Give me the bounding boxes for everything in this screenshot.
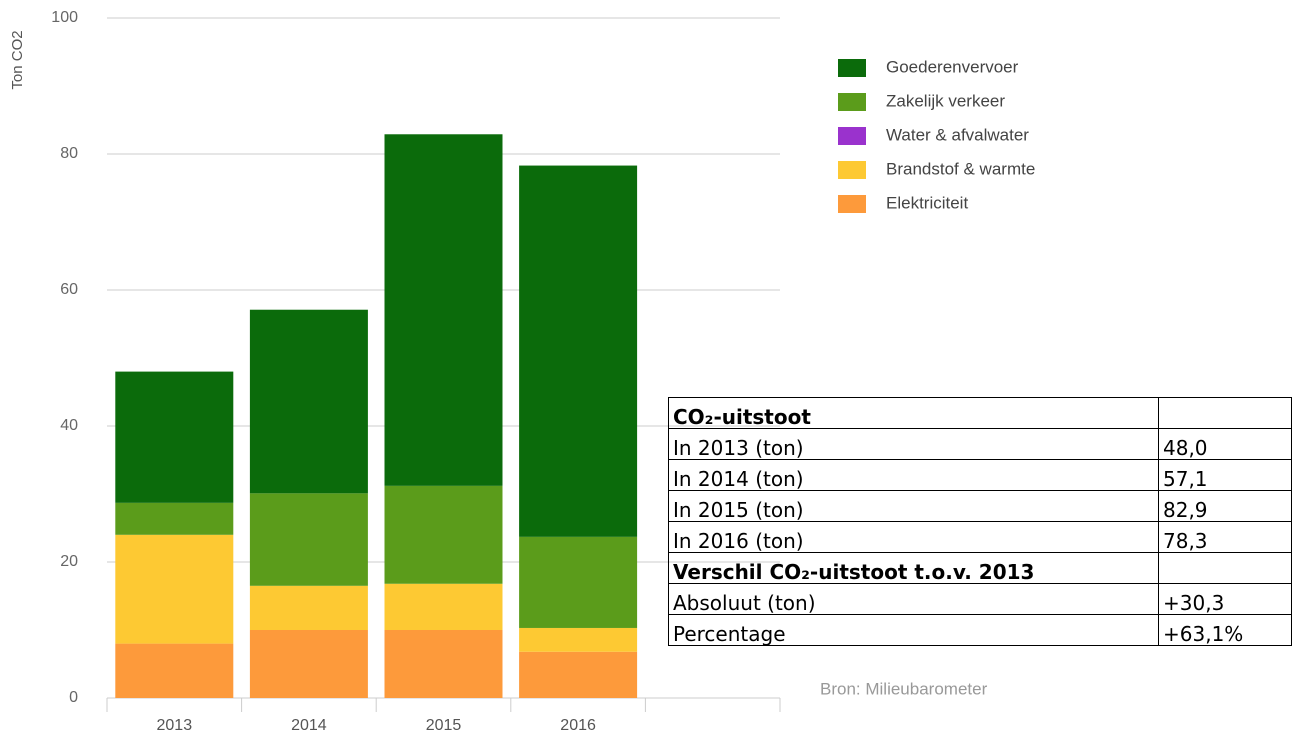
table-cell: [1158, 552, 1292, 584]
table-row: Absoluut (ton) +30,3: [668, 583, 1292, 615]
x-tick-label: 2015: [426, 717, 462, 734]
table-row: In 2014 (ton) 57,1: [668, 459, 1292, 491]
table-row: In 2015 (ton) 82,9: [668, 490, 1292, 522]
table-cell: In 2016 (ton): [668, 521, 1159, 553]
legend-swatch: [838, 127, 866, 145]
table-cell: In 2013 (ton): [668, 428, 1159, 460]
legend-label: Elektriciteit: [886, 193, 968, 212]
table-cell: In 2015 (ton): [668, 490, 1159, 522]
bar-segment: [115, 502, 234, 535]
bar-segment: [115, 371, 234, 503]
bar-segment: [519, 627, 638, 652]
table-row: In 2013 (ton) 48,0: [668, 428, 1292, 460]
table-cell: Percentage: [668, 614, 1159, 646]
table-cell: 78,3: [1158, 521, 1292, 553]
table-row: Verschil CO₂-uitstoot t.o.v. 2013: [668, 552, 1292, 584]
table-row: CO₂-uitstoot: [668, 397, 1292, 429]
y-tick-label: 100: [51, 9, 78, 26]
table-row: In 2016 (ton) 78,3: [668, 521, 1292, 553]
table-cell: Absoluut (ton): [668, 583, 1159, 615]
bar-segment: [519, 651, 638, 698]
bar-segment: [249, 585, 368, 630]
y-axis-label: Ton CO2: [9, 30, 26, 89]
bar-segment: [384, 583, 503, 630]
table-cell: Verschil CO₂-uitstoot t.o.v. 2013: [668, 552, 1159, 584]
bar-segment: [384, 134, 503, 486]
y-tick-label: 0: [69, 689, 78, 706]
bar-segment: [249, 630, 368, 698]
bar-segment: [384, 630, 503, 698]
y-tick-label: 60: [60, 281, 78, 298]
legend-label: Water & afvalwater: [886, 125, 1029, 144]
bar-segment: [249, 309, 368, 494]
x-tick-label: 2014: [291, 717, 327, 734]
bar-segment: [519, 536, 638, 628]
y-tick-label: 80: [60, 145, 78, 162]
legend-swatch: [838, 59, 866, 77]
legend-swatch: [838, 195, 866, 213]
table-cell: 48,0: [1158, 428, 1292, 460]
table-cell: 82,9: [1158, 490, 1292, 522]
table-cell: CO₂-uitstoot: [668, 397, 1159, 429]
bar-segment: [519, 165, 638, 537]
legend-label: Zakelijk verkeer: [886, 91, 1005, 110]
table-cell: +63,1%: [1158, 614, 1292, 646]
x-tick-label: 2013: [157, 717, 193, 734]
bar-segment: [115, 643, 234, 698]
x-tick-label: 2016: [560, 717, 596, 734]
legend-label: Goederenvervoer: [886, 57, 1019, 76]
bar-segment: [384, 485, 503, 584]
y-tick-label: 40: [60, 417, 78, 434]
table-cell: In 2014 (ton): [668, 459, 1159, 491]
source: Bron: Milieubarometer: [820, 679, 988, 698]
legend-swatch: [838, 161, 866, 179]
table-cell: 57,1: [1158, 459, 1292, 491]
table-row: Percentage +63,1%: [668, 614, 1292, 646]
table-cell: +30,3: [1158, 583, 1292, 615]
bar-segment: [249, 493, 368, 586]
y-tick-label: 20: [60, 553, 78, 570]
summary-table: CO₂-uitstoot In 2013 (ton) 48,0 In 2014 (to…: [668, 397, 1292, 646]
bar-segment: [115, 534, 234, 644]
legend-label: Brandstof & warmte: [886, 159, 1035, 178]
legend-swatch: [838, 93, 866, 111]
table-cell: [1158, 397, 1292, 429]
